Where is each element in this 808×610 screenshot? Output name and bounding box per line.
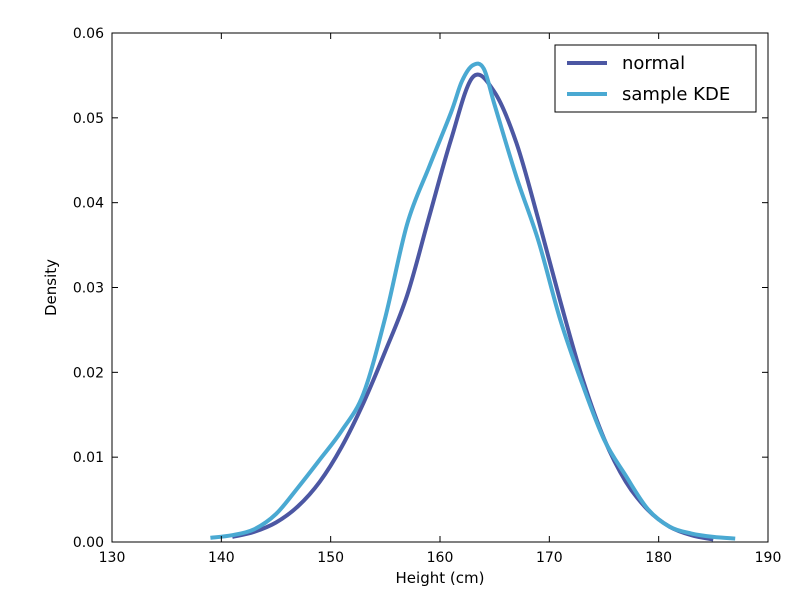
x-tick-label: 190 [755,550,782,566]
y-tick-label: 0.05 [73,111,104,127]
y-tick-label: 0.03 [73,281,104,297]
x-axis-label: Height (cm) [396,569,485,587]
legend-entry: normal [622,53,685,74]
x-tick-label: 150 [317,550,344,566]
y-tick-label: 0.04 [73,196,104,212]
legend-entry: sample KDE [622,84,730,105]
x-tick-label: 130 [99,550,126,566]
plot-lines [210,61,736,542]
y-tick-label: 0.01 [73,450,104,466]
x-tick-label: 160 [427,550,454,566]
legend-box [554,44,757,113]
x-axis-ticks: 130 140 150 160 170 180 190 [99,33,782,566]
y-tick-label: 0.00 [73,535,104,551]
x-tick-label: 170 [536,550,563,566]
y-axis-ticks: 0.00 0.01 0.02 0.03 0.04 0.05 0.06 [73,26,768,551]
x-tick-label: 180 [645,550,672,566]
x-tick-label: 140 [208,550,235,566]
y-axis-label: Density [42,259,60,316]
series-line-sample-kde [210,61,736,541]
series-line-normal [231,72,714,542]
y-tick-label: 0.06 [73,26,104,42]
legend: normal sample KDE [554,44,757,113]
y-tick-label: 0.02 [73,365,104,381]
